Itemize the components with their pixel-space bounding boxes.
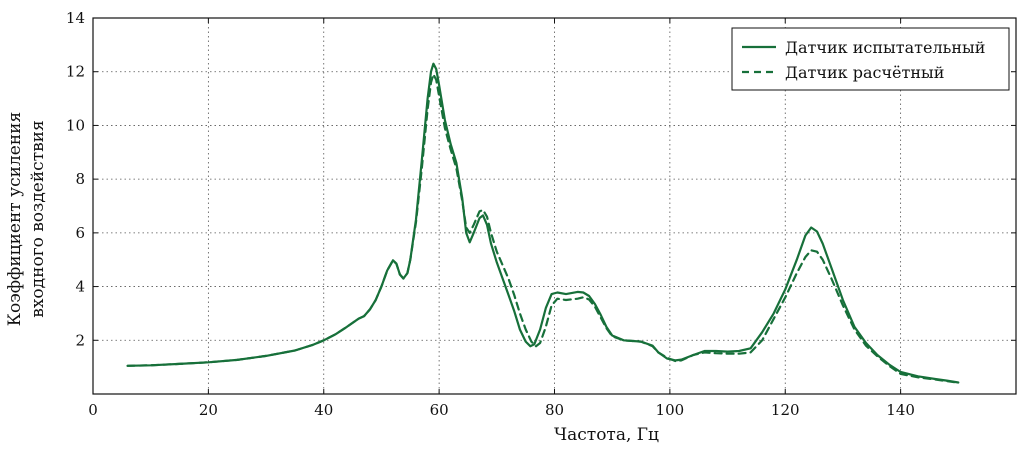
x-tick-label: 0	[88, 401, 98, 419]
legend-box	[731, 27, 1010, 91]
y-tick-label: 10	[66, 116, 85, 134]
series-line-1	[126, 62, 960, 384]
series-line-2	[126, 73, 960, 384]
x-tick-label: 60	[430, 401, 449, 419]
y-axis-label-line-2: входного воздействия	[28, 120, 48, 317]
x-axis-label: Частота, Гц	[554, 425, 659, 445]
x-tick-label: 120	[771, 401, 800, 419]
ticks: 0 20 40 60 80 100 120 140 2 4 6 8 10 12 14	[66, 9, 1016, 419]
y-tick-label: 4	[75, 278, 85, 296]
x-tick-label: 140	[886, 401, 915, 419]
x-tick-label: 80	[545, 401, 564, 419]
series-layer	[126, 62, 960, 384]
y-axis-label-line-1: Коэффициент усиления	[5, 112, 25, 326]
y-tick-label: 14	[66, 9, 85, 27]
y-tick-label: 12	[66, 63, 85, 81]
legend: Датчик испытательный Датчик расчётный	[731, 27, 1010, 91]
legend-label-series-2: Датчик расчётный	[785, 63, 944, 82]
legend-label-series-1: Датчик испытательный	[785, 38, 985, 57]
grid	[93, 18, 1016, 394]
x-tick-label: 100	[656, 401, 685, 419]
y-tick-label: 8	[75, 170, 85, 188]
y-tick-label: 2	[75, 331, 85, 349]
x-tick-label: 20	[199, 401, 218, 419]
x-tick-label: 40	[314, 401, 333, 419]
y-tick-label: 6	[75, 224, 85, 242]
